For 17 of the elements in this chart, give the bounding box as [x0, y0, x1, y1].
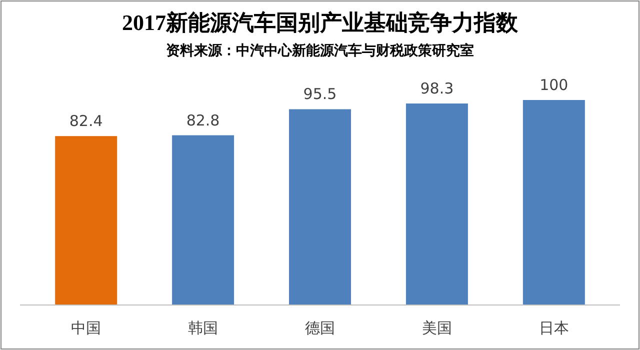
bar [522, 100, 585, 305]
bar [172, 135, 234, 305]
data-label: 98.3 [420, 79, 454, 98]
data-label: 82.4 [69, 112, 103, 130]
x-tick-label: 韩国 [188, 319, 218, 337]
data-label: 82.8 [186, 111, 220, 130]
chart-title: 2017新能源汽车国别产业基础竞争力指数 [122, 10, 519, 35]
x-tick-label: 美国 [422, 319, 452, 337]
x-tick-label: 中国 [71, 319, 102, 337]
bar [55, 136, 118, 305]
data-label: 100 [540, 76, 568, 94]
x-tick-label: 日本 [538, 319, 569, 337]
data-label: 95.5 [303, 85, 337, 104]
bar [406, 103, 468, 305]
x-tick-label: 德国 [305, 319, 335, 337]
chart-subtitle: 资料来源：中汽中心新能源汽车与财税政策研究室 [166, 42, 474, 59]
bar [289, 109, 351, 305]
